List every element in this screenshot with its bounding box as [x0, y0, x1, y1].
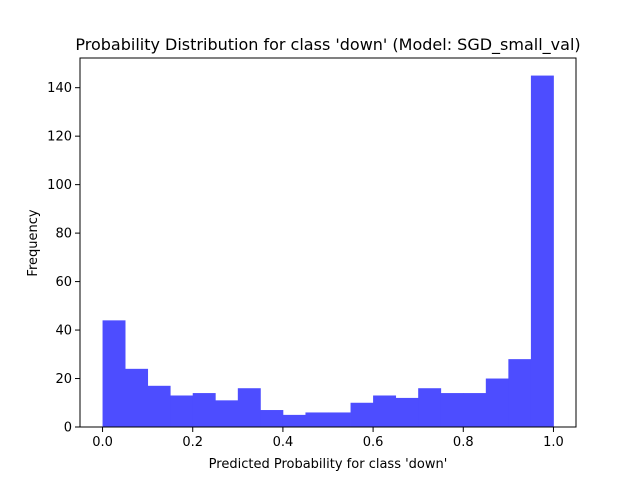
histogram-bar	[170, 395, 194, 427]
y-tick-label: 20	[55, 372, 72, 387]
y-tick-label: 120	[47, 130, 72, 145]
plot-frame	[79, 57, 577, 428]
y-tick-label: 0	[64, 421, 72, 436]
histogram-bar	[215, 400, 239, 427]
histogram-bar	[328, 412, 351, 427]
histogram-bar	[530, 75, 554, 428]
histogram-bar	[192, 393, 216, 427]
histogram-bar	[147, 385, 171, 427]
histogram-bar	[373, 395, 397, 427]
histogram-bar	[237, 388, 261, 427]
x-tick-label: 1.0	[543, 435, 564, 450]
histogram-bar	[418, 388, 442, 427]
y-axis-label: Frequency	[26, 209, 41, 276]
histogram-bar	[282, 414, 306, 427]
histogram-bar	[485, 378, 509, 427]
x-tick-label: 0.0	[92, 435, 113, 450]
histogram-bar	[440, 393, 464, 427]
y-tick-label: 140	[47, 81, 72, 96]
histogram-bar	[395, 397, 419, 427]
histogram-bar	[305, 412, 329, 427]
histogram-bar	[260, 410, 284, 427]
x-tick-label: 0.4	[273, 435, 294, 450]
chart-title: Probability Distribution for class 'down…	[75, 35, 580, 55]
histogram-bar	[125, 368, 149, 427]
histogram-bar	[508, 359, 532, 427]
x-tick-label: 0.8	[453, 435, 474, 450]
y-tick-label: 40	[55, 324, 72, 339]
x-axis-label: Predicted Probability for class 'down'	[209, 457, 448, 472]
y-tick-label: 80	[55, 227, 72, 242]
histogram-bar	[102, 320, 126, 427]
x-tick-label: 0.2	[182, 435, 203, 450]
y-tick-label: 60	[55, 275, 72, 290]
y-axis-ticks: 0 20 40 60 80 100 120 140	[47, 81, 80, 436]
y-tick-label: 100	[47, 178, 72, 193]
histogram-bar	[463, 393, 487, 427]
histogram-bar	[350, 402, 374, 427]
x-axis-ticks: 0.0 0.2 0.4 0.6 0.8 1.0	[92, 427, 564, 450]
bars-group	[102, 75, 554, 428]
x-tick-label: 0.6	[363, 435, 384, 450]
